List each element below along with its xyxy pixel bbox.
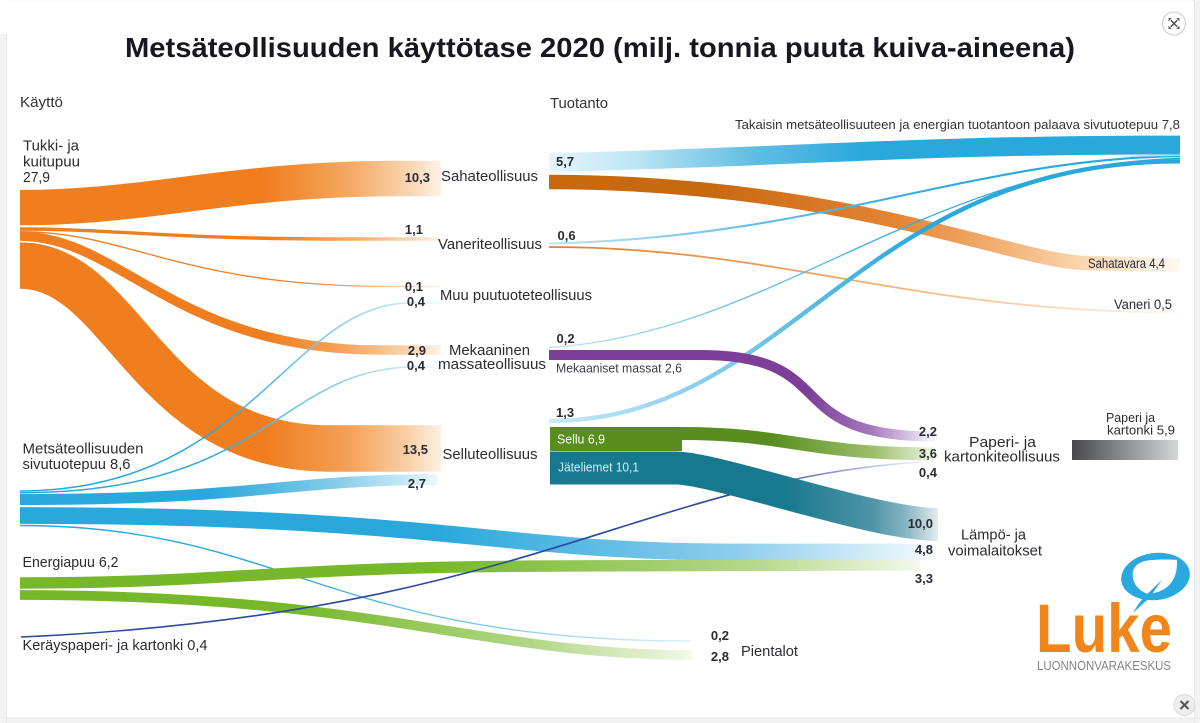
svg-text:2,9: 2,9 bbox=[408, 343, 426, 358]
svg-text:Muu puutuoteteollisuus: Muu puutuoteteollisuus bbox=[440, 287, 592, 304]
svg-text:kartonkiteollisuus: kartonkiteollisuus bbox=[944, 449, 1060, 466]
svg-text:10,0: 10,0 bbox=[908, 516, 933, 531]
svg-text:Vaneriteollisuus: Vaneriteollisuus bbox=[438, 236, 542, 253]
svg-text:0,1: 0,1 bbox=[405, 279, 423, 294]
svg-text:Luke: Luke bbox=[1036, 590, 1172, 667]
svg-text:Jäteliemet 10,1: Jäteliemet 10,1 bbox=[558, 461, 639, 475]
svg-text:2,2: 2,2 bbox=[919, 424, 937, 439]
svg-text:Keräyspaperi- ja kartonki 0,4: Keräyspaperi- ja kartonki 0,4 bbox=[23, 637, 208, 654]
svg-text:1,3: 1,3 bbox=[556, 405, 574, 420]
svg-text:Paperi- ja: Paperi- ja bbox=[969, 434, 1037, 451]
svg-text:3,3: 3,3 bbox=[915, 571, 933, 586]
svg-text:Tuotanto: Tuotanto bbox=[550, 96, 608, 112]
svg-text:massateollisuus: massateollisuus bbox=[438, 356, 546, 373]
svg-text:Sellu 6,9: Sellu 6,9 bbox=[557, 433, 605, 447]
svg-text:10,3: 10,3 bbox=[405, 170, 430, 185]
svg-text:sivutuotepuu 8,6: sivutuotepuu 8,6 bbox=[23, 456, 131, 473]
svg-text:Mekaaninen: Mekaaninen bbox=[449, 342, 530, 359]
svg-text:Metsäteollisuuden käyttötase 2: Metsäteollisuuden käyttötase 2020 (milj.… bbox=[125, 32, 1075, 63]
svg-text:0,6: 0,6 bbox=[558, 228, 576, 243]
svg-text:Lämpö- ja: Lämpö- ja bbox=[961, 527, 1027, 544]
svg-text:0,4: 0,4 bbox=[919, 465, 938, 480]
svg-text:0,4: 0,4 bbox=[407, 294, 426, 309]
svg-text:3,6: 3,6 bbox=[919, 446, 937, 461]
svg-text:Vaneri 0,5: Vaneri 0,5 bbox=[1114, 297, 1172, 312]
svg-text:Selluteollisuus: Selluteollisuus bbox=[443, 446, 538, 463]
svg-text:1,1: 1,1 bbox=[405, 222, 423, 237]
svg-text:5,7: 5,7 bbox=[556, 154, 574, 169]
svg-text:13,5: 13,5 bbox=[403, 442, 428, 457]
svg-text:Mekaaniset massat 2,6: Mekaaniset massat 2,6 bbox=[556, 362, 682, 376]
svg-text:Pientalot: Pientalot bbox=[741, 643, 799, 660]
svg-text:27,9: 27,9 bbox=[23, 169, 50, 186]
svg-text:2,8: 2,8 bbox=[711, 649, 729, 664]
svg-text:Energiapuu 6,2: Energiapuu 6,2 bbox=[23, 554, 119, 571]
svg-text:kuitupuu: kuitupuu bbox=[23, 153, 80, 170]
svg-text:0,2: 0,2 bbox=[711, 628, 729, 643]
svg-text:0,4: 0,4 bbox=[407, 358, 426, 373]
svg-text:voimalaitokset: voimalaitokset bbox=[948, 543, 1043, 560]
svg-text:Tukki- ja: Tukki- ja bbox=[23, 138, 80, 155]
svg-text:Metsäteollisuuden: Metsäteollisuuden bbox=[23, 440, 144, 457]
svg-text:kartonki 5,9: kartonki 5,9 bbox=[1107, 423, 1175, 438]
svg-text:Paperi ja: Paperi ja bbox=[1106, 410, 1156, 425]
svg-text:4,8: 4,8 bbox=[915, 542, 933, 557]
svg-text:LUONNONVARAKESKUS: LUONNONVARAKESKUS bbox=[1037, 658, 1171, 673]
svg-text:0,2: 0,2 bbox=[557, 331, 575, 346]
svg-text:Käyttö: Käyttö bbox=[20, 95, 63, 111]
svg-text:2,7: 2,7 bbox=[408, 476, 426, 491]
svg-text:Takaisin metsäteollisuuteen ja: Takaisin metsäteollisuuteen ja energian … bbox=[735, 118, 1180, 132]
svg-text:Sahateollisuus: Sahateollisuus bbox=[441, 168, 538, 185]
svg-text:Sahatavara 4,4: Sahatavara 4,4 bbox=[1088, 256, 1165, 271]
